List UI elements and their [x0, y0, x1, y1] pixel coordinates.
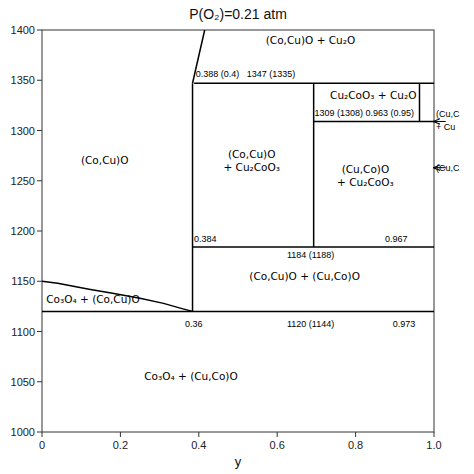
y-tick — [37, 180, 42, 181]
chart: 0 0.2 0.4 0.6 0.8 1.0 1000 1050 1100 1150 1200 1250… — [0, 0, 474, 474]
region-label: Co₃O₄ + (Co,Cu)O — [46, 293, 139, 305]
y-tick — [37, 80, 42, 81]
region-label-line: (Co,Cu)O + (Cu,Co)O — [249, 270, 360, 282]
y-tick — [37, 130, 42, 131]
x-tick-label: 1.0 — [426, 439, 441, 451]
series-group — [42, 30, 434, 311]
annotation: 0.388 (0.4) 1347 (1335) — [196, 69, 296, 79]
region-label-line: Co₃O₄ + (Co,Cu)O — [46, 293, 139, 305]
region-labels: (Co,Cu)O(Co,Cu)O+ Cu₂CoO₃(Cu,Co)O+ Cu₂Co… — [46, 34, 416, 383]
y-tick — [37, 331, 42, 332]
annotation: 0.36 — [185, 319, 203, 329]
x-tick — [198, 432, 199, 437]
region-label: Co₃O₄ + (Cu,Co)O — [144, 370, 237, 382]
boundary-line — [314, 121, 434, 123]
y-tick-label: 1350 — [11, 74, 35, 86]
x-tick-label: 0.2 — [113, 439, 128, 451]
y-tick — [37, 381, 42, 382]
boundary-line — [192, 83, 194, 311]
x-tick — [42, 432, 43, 437]
y-tick-label: 1300 — [11, 125, 35, 137]
annotation: (Cu,C — [436, 109, 460, 119]
annotation: 0.967 — [385, 234, 408, 244]
y-tick-label: 1050 — [11, 376, 35, 388]
region-label: (Co,Cu)O + (Cu,Co)O — [249, 270, 360, 282]
x-axis: 0 0.2 0.4 0.6 0.8 1.0 — [39, 432, 442, 451]
y-tick — [37, 432, 42, 433]
annotation: 0.384 — [194, 234, 217, 244]
annotation: 0.973 — [393, 319, 416, 329]
region-label-line: Cu₂CoO₃ + Cu₂O — [330, 89, 416, 101]
boundary-line — [42, 311, 434, 313]
y-tick-label: 1400 — [11, 24, 35, 36]
annotation: (Cu,C — [436, 163, 460, 173]
region-label: (Co,Cu)O + Cu₂O — [266, 34, 355, 46]
y-axis: 1000 1050 1100 1150 1200 1250 1300 1350 1400 — [11, 24, 42, 438]
region-label-line: Co₃O₄ + (Cu,Co)O — [144, 370, 237, 382]
y-tick — [37, 281, 42, 282]
x-axis-label: y — [235, 454, 242, 469]
annotation: 1120 (1144) — [287, 319, 334, 329]
region-label-line: + Cu₂CoO₃ — [223, 161, 280, 173]
region-label-line: (Cu,Co)O — [342, 163, 390, 175]
x-tick — [120, 432, 121, 437]
annotation: 1309 (1308) 0.963 (0.95) — [314, 108, 414, 118]
y-tick-label: 1250 — [11, 175, 35, 187]
x-tick-label: 0.6 — [270, 439, 285, 451]
y-tick-label: 1000 — [11, 426, 35, 438]
region-label: (Cu,Co)O+ Cu₂CoO₃ — [337, 163, 394, 188]
region-label-line: + Cu₂CoO₃ — [337, 176, 394, 188]
y-tick — [37, 30, 42, 31]
region-label: (Co,Cu)O+ Cu₂CoO₃ — [223, 148, 280, 173]
x-tick — [355, 432, 356, 437]
x-tick-label: 0.8 — [348, 439, 363, 451]
y-tick-label: 1200 — [11, 225, 35, 237]
annotation: + Cu — [436, 122, 455, 132]
region-label: Cu₂CoO₃ + Cu₂O — [330, 89, 416, 101]
x-tick-label: 0.4 — [191, 439, 206, 451]
y-tick-label: 1150 — [11, 275, 35, 287]
boundary-line — [419, 83, 421, 121]
plot-frame — [42, 30, 434, 432]
region-label-line: (Co,Cu)O — [81, 154, 129, 166]
region-label: (Co,Cu)O — [81, 154, 129, 166]
y-tick — [37, 231, 42, 232]
annotations: 0.388 (0.4) 1347 (1335) 1309 (1308) 0.963… — [185, 69, 460, 328]
title: P(O₂)=0.21 atm — [189, 6, 287, 22]
x-tick — [434, 432, 435, 437]
x-tick — [277, 432, 278, 437]
region-label-line: (Co,Cu)O — [228, 148, 276, 160]
annotation: 1184 (1188) — [287, 250, 334, 260]
x-tick-label: 0 — [39, 439, 45, 451]
boundary-line — [42, 281, 193, 311]
y-tick-label: 1100 — [11, 326, 35, 338]
region-label-line: (Co,Cu)O + Cu₂O — [266, 34, 355, 46]
